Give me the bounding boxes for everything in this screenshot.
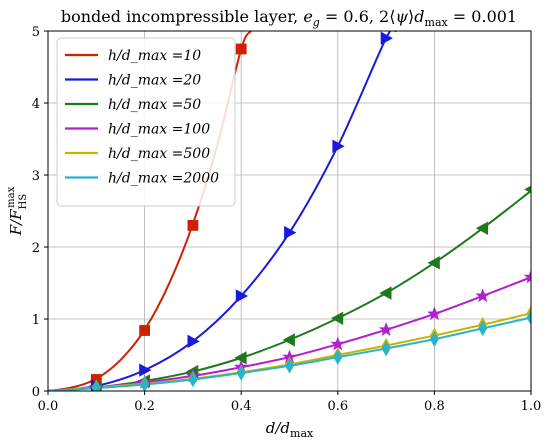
- data-point: [380, 31, 393, 45]
- y-tick-label: 3: [32, 169, 40, 184]
- plot-frame: [47, 30, 532, 392]
- data-point: [475, 288, 490, 303]
- y-axis-label-superscript: max: [6, 186, 17, 207]
- title-bracket: ⟩: [408, 7, 414, 26]
- data-point: [526, 309, 531, 326]
- data-point: [187, 334, 200, 348]
- title-d: d: [414, 7, 424, 26]
- x-tick-label: 0.4: [231, 399, 252, 414]
- data-point: [379, 286, 392, 300]
- data-point: [381, 340, 391, 357]
- x-tick-label: 0.0: [38, 399, 59, 414]
- data-point: [140, 376, 150, 391]
- y-tick-label: 5: [32, 25, 40, 40]
- data-point: [285, 357, 294, 374]
- y-tick-label: 1: [32, 313, 40, 328]
- data-point: [234, 351, 247, 365]
- y-axis-label: F/FHSmax: [6, 186, 29, 236]
- x-axis-label-subscript: max: [290, 427, 314, 440]
- data-point: [139, 363, 152, 377]
- data-point: [187, 219, 199, 231]
- x-tick-label: 0.2: [134, 399, 155, 414]
- x-axis-label: d/dmax: [266, 419, 314, 440]
- data-point: [378, 322, 394, 336]
- data-point: [475, 221, 489, 235]
- series-markers: [89, 31, 531, 391]
- x-axis-label-main: d/d: [266, 419, 290, 437]
- legend-label: h/d_max =10: [108, 48, 201, 64]
- data-point: [139, 325, 151, 336]
- data-point: [332, 139, 345, 153]
- legend-label: h/d_max =2000: [108, 171, 219, 187]
- legend: h/d_max =10 h/d_max =20 h/d_max =50 h/d_max…: [56, 37, 236, 207]
- data-point: [188, 371, 198, 388]
- x-tick-label: 0.8: [424, 399, 445, 414]
- data-point: [429, 331, 439, 347]
- data-point: [427, 256, 440, 270]
- data-point: [236, 365, 246, 381]
- title-max-subscript: max: [425, 16, 449, 29]
- title-prefix: bonded incompressible layer,: [61, 7, 303, 26]
- data-point: [330, 311, 344, 325]
- x-tick-label: 1.0: [521, 399, 542, 414]
- data-point: [478, 320, 488, 337]
- title-value: = 0.001: [448, 7, 517, 26]
- x-tick-label: 0.6: [327, 399, 348, 414]
- title-psi: ψ: [395, 7, 408, 26]
- data-point: [330, 336, 346, 351]
- y-axis-label-main: F/F: [7, 209, 25, 236]
- y-axis-label-subscript: HS: [18, 194, 29, 210]
- title-eg-symbol: e: [303, 7, 312, 26]
- legend-label: h/d_max =20: [108, 73, 201, 89]
- data-point: [91, 380, 101, 391]
- data-point: [427, 306, 442, 321]
- data-point: [235, 43, 247, 55]
- title-eg-value: = 0.6, 2⟨: [320, 7, 396, 26]
- legend-box: [56, 37, 236, 207]
- chart-title: bonded incompressible layer, eg = 0.6, 2…: [61, 7, 517, 29]
- series-line: [48, 31, 397, 391]
- legend-label: h/d_max =100: [108, 122, 210, 138]
- data-point: [282, 333, 295, 347]
- legend-label: h/d_max =500: [108, 146, 210, 162]
- data-point: [333, 349, 343, 365]
- y-tick-label: 2: [32, 241, 40, 256]
- y-tick-label: 4: [32, 97, 40, 112]
- y-tick-label: 0: [32, 385, 40, 400]
- data-point: [523, 269, 531, 284]
- data-point: [235, 289, 249, 303]
- data-point: [284, 225, 297, 240]
- title-eg-subscript: g: [313, 16, 320, 29]
- axis-ticks: 0.0 0.2 0.4 0.6 0.8 1.0 0 1 2 3 4 5: [32, 25, 542, 414]
- legend-label: h/d_max =50: [108, 97, 201, 113]
